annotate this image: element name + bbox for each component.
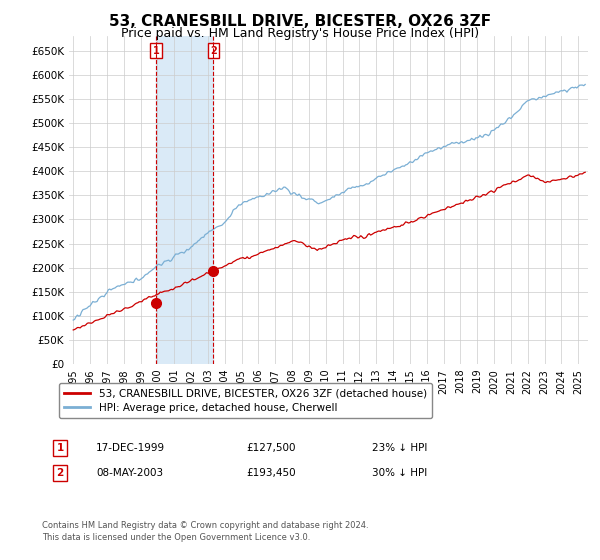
Text: 53, CRANESBILL DRIVE, BICESTER, OX26 3ZF: 53, CRANESBILL DRIVE, BICESTER, OX26 3ZF — [109, 14, 491, 29]
Text: 17-DEC-1999: 17-DEC-1999 — [96, 443, 165, 453]
Text: £127,500: £127,500 — [246, 443, 296, 453]
Text: Price paid vs. HM Land Registry's House Price Index (HPI): Price paid vs. HM Land Registry's House … — [121, 27, 479, 40]
Text: 08-MAY-2003: 08-MAY-2003 — [96, 468, 163, 478]
Text: £193,450: £193,450 — [246, 468, 296, 478]
Legend: 53, CRANESBILL DRIVE, BICESTER, OX26 3ZF (detached house), HPI: Average price, d: 53, CRANESBILL DRIVE, BICESTER, OX26 3ZF… — [59, 383, 432, 418]
Text: 2: 2 — [210, 46, 217, 56]
Text: 1: 1 — [152, 46, 160, 56]
Text: 1: 1 — [56, 443, 64, 453]
Text: 23% ↓ HPI: 23% ↓ HPI — [372, 443, 427, 453]
Text: 30% ↓ HPI: 30% ↓ HPI — [372, 468, 427, 478]
Text: Contains HM Land Registry data © Crown copyright and database right 2024.
This d: Contains HM Land Registry data © Crown c… — [42, 521, 368, 542]
Text: 2: 2 — [56, 468, 64, 478]
Bar — [156, 36, 214, 364]
